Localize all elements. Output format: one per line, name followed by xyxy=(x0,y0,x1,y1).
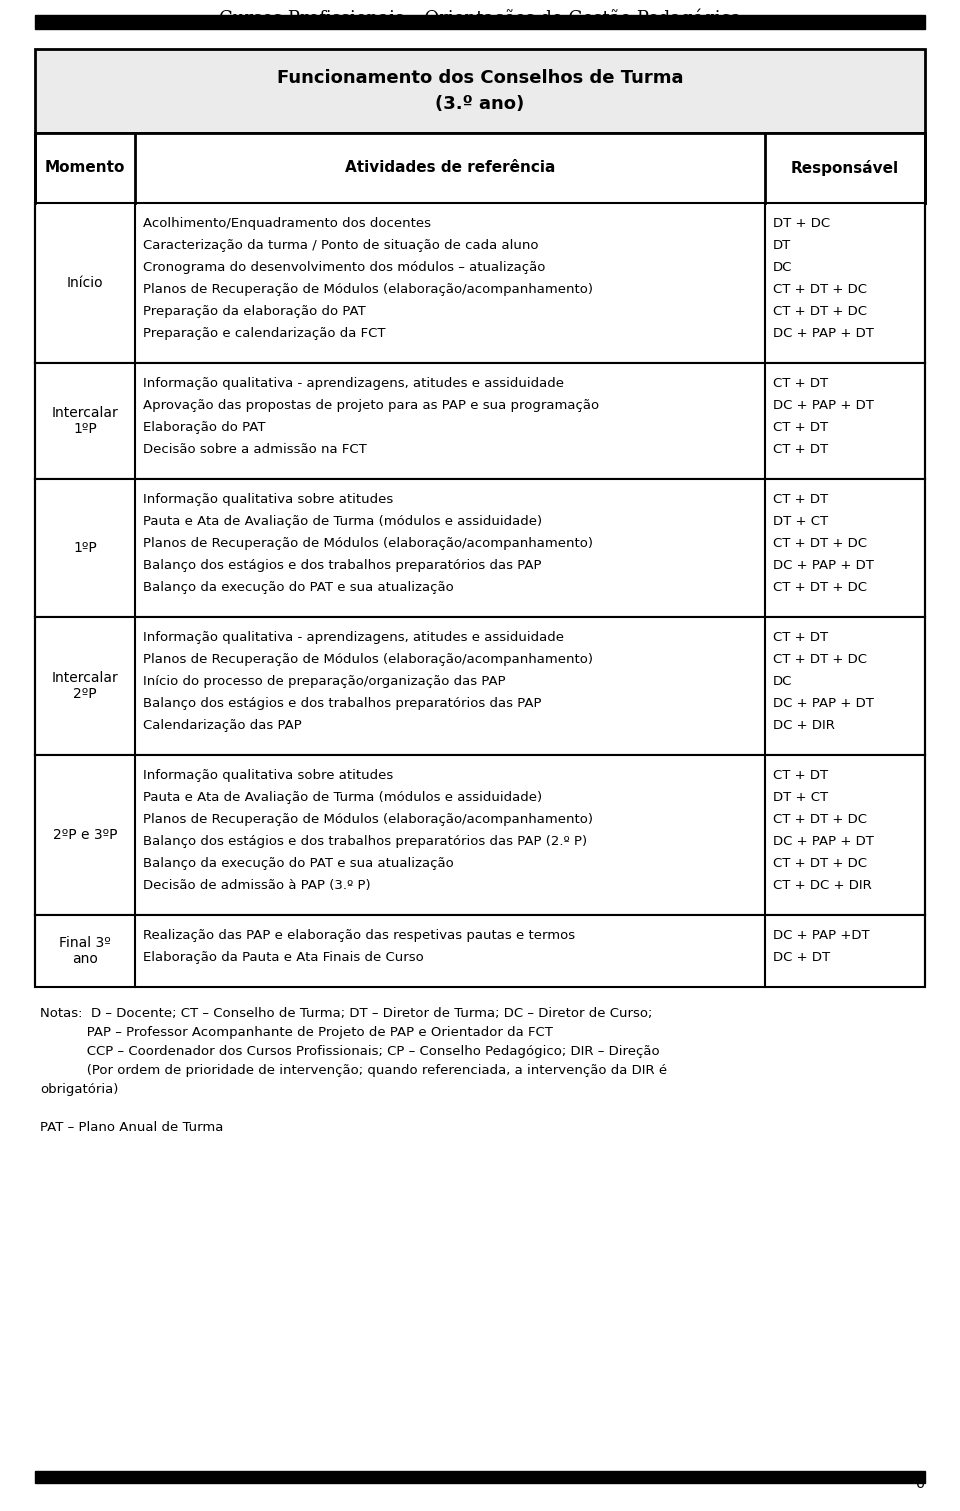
Text: Pauta e Ata de Avaliação de Turma (módulos e assiduidade): Pauta e Ata de Avaliação de Turma (módul… xyxy=(143,790,542,804)
Text: Balanço dos estágios e dos trabalhos preparatórios das PAP: Balanço dos estágios e dos trabalhos pre… xyxy=(143,697,541,710)
Text: 6: 6 xyxy=(916,1476,925,1491)
Text: CT + DT + DC: CT + DT + DC xyxy=(773,813,867,827)
Bar xyxy=(35,15,925,29)
Text: DC + PAP + DT: DC + PAP + DT xyxy=(773,836,874,848)
Text: Planos de Recuperação de Módulos (elaboração/acompanhamento): Planos de Recuperação de Módulos (elabor… xyxy=(143,283,593,296)
Text: DT + CT: DT + CT xyxy=(773,515,828,527)
Text: Planos de Recuperação de Módulos (elaboração/acompanhamento): Planos de Recuperação de Módulos (elabor… xyxy=(143,536,593,550)
Text: CT + DT + DC: CT + DT + DC xyxy=(773,536,867,550)
Text: Atividades de referência: Atividades de referência xyxy=(345,160,555,175)
Text: CT + DT + DC: CT + DT + DC xyxy=(773,582,867,594)
Bar xyxy=(35,1472,925,1482)
Bar xyxy=(35,202,925,363)
Text: CT + DT: CT + DT xyxy=(773,632,828,644)
Text: DT: DT xyxy=(773,239,791,252)
Text: DC + PAP + DT: DC + PAP + DT xyxy=(773,697,874,710)
Text: Preparação e calendarização da FCT: Preparação e calendarização da FCT xyxy=(143,326,386,340)
Text: Calendarização das PAP: Calendarização das PAP xyxy=(143,719,301,731)
Text: Aprovação das propostas de projeto para as PAP e sua programação: Aprovação das propostas de projeto para … xyxy=(143,399,599,413)
Text: DC + PAP +DT: DC + PAP +DT xyxy=(773,929,870,941)
Text: Decisão sobre a admissão na FCT: Decisão sobre a admissão na FCT xyxy=(143,443,367,456)
Text: Informação qualitativa sobre atitudes: Informação qualitativa sobre atitudes xyxy=(143,769,394,783)
Text: DC: DC xyxy=(773,675,792,688)
Bar xyxy=(35,133,925,202)
Text: Intercalar
2ºP: Intercalar 2ºP xyxy=(52,671,118,701)
Bar xyxy=(35,916,925,987)
Text: DC + PAP + DT: DC + PAP + DT xyxy=(773,326,874,340)
Text: Balanço dos estágios e dos trabalhos preparatórios das PAP: Balanço dos estágios e dos trabalhos pre… xyxy=(143,559,541,573)
Text: DT + CT: DT + CT xyxy=(773,790,828,804)
Bar xyxy=(35,616,925,756)
Text: Funcionamento dos Conselhos de Turma: Funcionamento dos Conselhos de Turma xyxy=(276,70,684,88)
Text: CT + DT: CT + DT xyxy=(773,422,828,434)
Text: 1ºP: 1ºP xyxy=(73,541,97,555)
Text: Preparação da elaboração do PAT: Preparação da elaboração do PAT xyxy=(143,305,366,317)
Text: (3.º ano): (3.º ano) xyxy=(436,95,524,113)
Text: Responsável: Responsável xyxy=(791,160,900,175)
Text: Intercalar
1ºP: Intercalar 1ºP xyxy=(52,406,118,437)
Bar xyxy=(35,479,925,616)
Text: Cursos Profissionais – Orientações de Gestão Pedagógica: Cursos Profissionais – Orientações de Ge… xyxy=(219,8,741,27)
Text: 2ºP e 3ºP: 2ºP e 3ºP xyxy=(53,828,117,842)
Text: CT + DT + DC: CT + DT + DC xyxy=(773,283,867,296)
Text: Informação qualitativa - aprendizagens, atitudes e assiduidade: Informação qualitativa - aprendizagens, … xyxy=(143,378,564,390)
Text: Informação qualitativa sobre atitudes: Informação qualitativa sobre atitudes xyxy=(143,493,394,506)
Text: obrigatória): obrigatória) xyxy=(40,1083,118,1095)
Text: DC: DC xyxy=(773,261,792,273)
Text: DC + DT: DC + DT xyxy=(773,950,830,964)
Bar xyxy=(35,48,925,133)
Text: Planos de Recuperação de Módulos (elaboração/acompanhamento): Planos de Recuperação de Módulos (elabor… xyxy=(143,653,593,666)
Text: CT + DT: CT + DT xyxy=(773,769,828,783)
Text: PAP – Professor Acompanhante de Projeto de PAP e Orientador da FCT: PAP – Professor Acompanhante de Projeto … xyxy=(40,1026,553,1040)
Bar xyxy=(35,756,925,916)
Text: Balanço dos estágios e dos trabalhos preparatórios das PAP (2.º P): Balanço dos estágios e dos trabalhos pre… xyxy=(143,836,588,848)
Text: CT + DT: CT + DT xyxy=(773,493,828,506)
Text: Decisão de admissão à PAP (3.º P): Decisão de admissão à PAP (3.º P) xyxy=(143,879,371,891)
Text: Balanço da execução do PAT e sua atualização: Balanço da execução do PAT e sua atualiz… xyxy=(143,857,454,870)
Text: Informação qualitativa - aprendizagens, atitudes e assiduidade: Informação qualitativa - aprendizagens, … xyxy=(143,632,564,644)
Text: Cronograma do desenvolvimento dos módulos – atualização: Cronograma do desenvolvimento dos módulo… xyxy=(143,261,545,273)
Text: CT + DT: CT + DT xyxy=(773,378,828,390)
Text: Final 3º
ano: Final 3º ano xyxy=(60,935,110,966)
Text: DC + PAP + DT: DC + PAP + DT xyxy=(773,399,874,413)
Text: Elaboração do PAT: Elaboração do PAT xyxy=(143,422,266,434)
Text: DC + PAP + DT: DC + PAP + DT xyxy=(773,559,874,573)
Text: CT + DT: CT + DT xyxy=(773,443,828,456)
Text: Pauta e Ata de Avaliação de Turma (módulos e assiduidade): Pauta e Ata de Avaliação de Turma (módul… xyxy=(143,515,542,527)
Text: Balanço da execução do PAT e sua atualização: Balanço da execução do PAT e sua atualiz… xyxy=(143,582,454,594)
Text: DC + DIR: DC + DIR xyxy=(773,719,835,731)
Text: Elaboração da Pauta e Ata Finais de Curso: Elaboração da Pauta e Ata Finais de Curs… xyxy=(143,950,423,964)
Text: Realização das PAP e elaboração das respetivas pautas e termos: Realização das PAP e elaboração das resp… xyxy=(143,929,575,941)
Text: DT + DC: DT + DC xyxy=(773,218,830,230)
Text: CT + DT + DC: CT + DT + DC xyxy=(773,653,867,666)
Text: Caracterização da turma / Ponto de situação de cada aluno: Caracterização da turma / Ponto de situa… xyxy=(143,239,539,252)
Text: CT + DC + DIR: CT + DC + DIR xyxy=(773,879,872,891)
Text: Planos de Recuperação de Módulos (elaboração/acompanhamento): Planos de Recuperação de Módulos (elabor… xyxy=(143,813,593,827)
Text: Notas:  D – Docente; CT – Conselho de Turma; DT – Diretor de Turma; DC – Diretor: Notas: D – Docente; CT – Conselho de Tur… xyxy=(40,1006,653,1020)
Text: (Por ordem de prioridade de intervenção; quando referenciada, a intervenção da D: (Por ordem de prioridade de intervenção;… xyxy=(40,1064,667,1077)
Text: CT + DT + DC: CT + DT + DC xyxy=(773,857,867,870)
Text: Momento: Momento xyxy=(45,160,125,175)
Text: Acolhimento/Enquadramento dos docentes: Acolhimento/Enquadramento dos docentes xyxy=(143,218,431,230)
Text: Início: Início xyxy=(66,277,104,290)
Text: PAT – Plano Anual de Turma: PAT – Plano Anual de Turma xyxy=(40,1121,224,1133)
Text: CT + DT + DC: CT + DT + DC xyxy=(773,305,867,317)
Bar xyxy=(35,363,925,479)
Text: CCP – Coordenador dos Cursos Profissionais; CP – Conselho Pedagógico; DIR – Dire: CCP – Coordenador dos Cursos Profissiona… xyxy=(40,1046,660,1058)
Text: Início do processo de preparação/organização das PAP: Início do processo de preparação/organiz… xyxy=(143,675,506,688)
